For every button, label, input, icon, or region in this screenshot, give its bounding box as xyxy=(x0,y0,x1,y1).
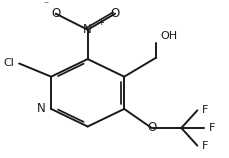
Text: F: F xyxy=(201,141,207,151)
Text: N: N xyxy=(83,23,92,36)
Text: N: N xyxy=(36,102,45,115)
Text: Cl: Cl xyxy=(4,58,14,68)
Text: OH: OH xyxy=(160,31,177,42)
Text: O: O xyxy=(51,7,60,20)
Text: F: F xyxy=(208,123,214,133)
Text: O: O xyxy=(110,7,119,20)
Text: O: O xyxy=(146,122,155,134)
Text: ⁻: ⁻ xyxy=(44,1,49,11)
Text: F: F xyxy=(201,105,207,115)
Text: +: + xyxy=(96,18,103,27)
